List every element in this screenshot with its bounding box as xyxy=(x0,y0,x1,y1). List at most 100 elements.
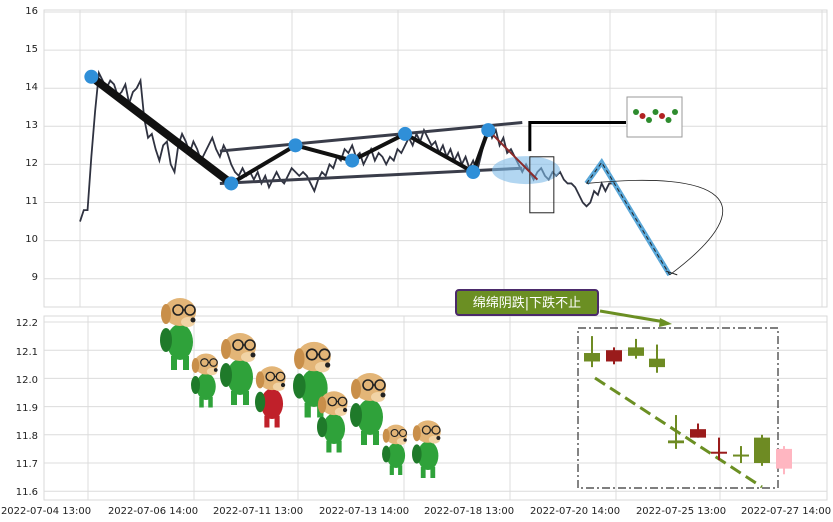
puppy-nose xyxy=(380,392,386,398)
puppy-ear xyxy=(294,348,305,370)
puppy-body xyxy=(322,413,346,444)
pivot-point xyxy=(224,176,239,191)
puppy-body xyxy=(196,373,216,400)
pivot-point xyxy=(84,69,99,84)
projection-tick xyxy=(665,270,678,276)
top-y-tick: 14 xyxy=(25,82,38,93)
puppy-glasses xyxy=(265,371,276,382)
candle-body xyxy=(606,350,622,362)
bottom-y-tick: 12.2 xyxy=(16,318,38,329)
puppy-nose xyxy=(280,382,286,388)
puppy-sticker xyxy=(293,341,331,418)
x-tick: 2022-07-11 13:00 xyxy=(213,506,303,517)
bottom-y-ticks: 12.2 12.1 12.0 11.9 11.8 11.7 11.6 xyxy=(16,318,38,498)
puppy-leg xyxy=(389,465,394,475)
puppy-backpack xyxy=(255,391,266,413)
bottom-y-tick: 11.9 xyxy=(16,403,38,414)
top-y-tick: 15 xyxy=(25,44,38,55)
last-drop-line xyxy=(487,129,539,181)
puppy-ear xyxy=(382,428,390,443)
pivot-point xyxy=(398,126,413,141)
puppy-backpack xyxy=(191,376,200,394)
puppy-leg xyxy=(361,431,367,445)
puppy-backpack xyxy=(350,403,362,427)
dashdot-box xyxy=(577,327,779,489)
pivot-point xyxy=(481,123,496,138)
pivot-point xyxy=(345,153,360,168)
pivot-trend-segment xyxy=(294,143,353,163)
top-plot-area xyxy=(43,9,828,308)
x-tick: 2022-07-20 14:00 xyxy=(530,506,620,517)
puppy-ear xyxy=(317,396,327,414)
top-grid xyxy=(44,10,827,307)
top-y-tick: 9 xyxy=(32,272,38,283)
puppy-stickers xyxy=(160,298,441,478)
puppy-sticker xyxy=(191,353,218,408)
puppy-body xyxy=(260,388,284,419)
thumbnail-box xyxy=(626,96,683,138)
thumbnail-dot xyxy=(646,117,652,123)
puppy-ear xyxy=(191,358,200,373)
puppy-leg xyxy=(326,440,332,453)
puppy-backpack xyxy=(293,373,306,399)
bottom-marks xyxy=(577,327,792,489)
callout-box xyxy=(455,289,599,316)
thumbnail-dot xyxy=(639,113,646,119)
x-tick: 2022-07-06 14:00 xyxy=(108,506,198,517)
puppy-leg xyxy=(183,356,189,370)
puppy-backpack xyxy=(317,416,328,438)
pointer-line xyxy=(528,120,626,152)
puppy-leg xyxy=(304,402,311,418)
top-y-tick: 12 xyxy=(25,158,38,169)
top-panel: 16 15 14 13 12 11 10 9 xyxy=(25,6,828,308)
x-tick: 2022-07-18 13:00 xyxy=(424,506,514,517)
callout-arrow xyxy=(599,309,666,324)
bottom-y-tick: 12.1 xyxy=(16,347,38,358)
callout: 绵绵阴跌|下跌不止 xyxy=(455,289,672,327)
pivot-trend-segment xyxy=(351,132,406,163)
pivot-trend-segment xyxy=(404,132,475,174)
puppy-glasses xyxy=(421,425,432,435)
puppy-nose xyxy=(342,407,348,413)
x-ticks: 2022-07-04 13:00 2022-07-06 14:00 2022-0… xyxy=(1,506,831,517)
x-tick: 2022-07-27 14:00 xyxy=(741,506,831,517)
puppy-leg xyxy=(420,466,426,478)
puppy-nose xyxy=(190,317,196,323)
highlight-ellipse xyxy=(492,156,561,185)
puppy-nose xyxy=(403,438,407,442)
puppy-nose xyxy=(250,352,256,358)
top-y-ticks: 16 15 14 13 12 11 10 9 xyxy=(25,6,38,283)
puppy-nose xyxy=(325,362,331,368)
puppy-ear xyxy=(161,304,171,324)
candle-body xyxy=(733,454,749,457)
puppy-ear xyxy=(221,339,231,359)
puppy-sticker xyxy=(317,391,348,453)
candle-body xyxy=(776,448,792,469)
puppy-nose xyxy=(213,368,218,372)
thumbnail-dot xyxy=(665,117,672,123)
pivot-point xyxy=(288,138,303,153)
puppy-glasses xyxy=(305,348,318,361)
bottom-y-tick: 12.0 xyxy=(16,375,38,386)
x-tick: 2022-07-25 13:00 xyxy=(636,506,726,517)
puppy-sticker xyxy=(382,424,408,475)
top-y-tick: 13 xyxy=(25,120,38,131)
puppy-sticker xyxy=(220,333,256,405)
puppy-body xyxy=(417,441,439,470)
projection-arc xyxy=(586,179,723,276)
puppy-leg xyxy=(398,465,403,475)
puppy-leg xyxy=(208,397,213,408)
top-y-tick: 11 xyxy=(25,196,38,207)
thumbnail-dot xyxy=(672,109,678,115)
pivot-trend-segment xyxy=(471,129,491,173)
callout-arrowhead xyxy=(659,318,672,327)
callout-text: 绵绵阴跌|下跌不止 xyxy=(473,295,581,311)
puppy-leg xyxy=(373,431,379,445)
puppy-glasses xyxy=(327,396,338,407)
puppy-leg xyxy=(243,391,249,405)
puppy-ear xyxy=(351,379,361,399)
x-tick: 2022-07-13 14:00 xyxy=(319,506,409,517)
highlight-box xyxy=(529,156,555,214)
puppy-body xyxy=(386,442,406,468)
puppy-backpack xyxy=(382,445,391,463)
